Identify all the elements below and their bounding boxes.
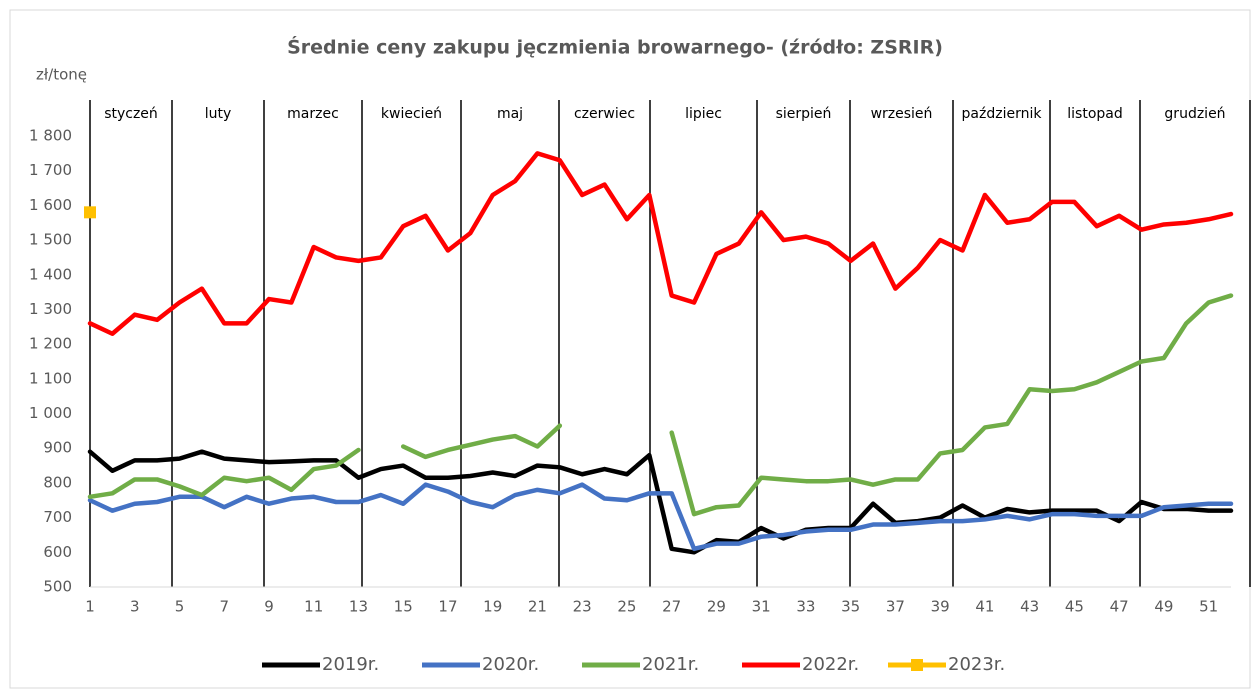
x-tick-label: 43 [1020, 598, 1039, 616]
y-tick-label: 1 600 [29, 196, 72, 214]
legend-label: 2022r. [802, 654, 859, 675]
x-tick-label: 29 [707, 598, 726, 616]
y-tick-label: 1 400 [29, 265, 72, 283]
series-line [87, 151, 1234, 336]
x-tick-label: 39 [931, 598, 950, 616]
x-tick-label: 13 [349, 598, 368, 616]
x-tick-label: 1 [85, 598, 95, 616]
chart-title: Średnie ceny zakupu jęczmienia browarneg… [287, 35, 943, 59]
x-tick-label: 5 [175, 598, 185, 616]
x-tick-label: 35 [841, 598, 860, 616]
x-tick-label: 51 [1199, 598, 1218, 616]
x-tick-label: 23 [573, 598, 592, 616]
y-tick-label: 1 100 [29, 369, 72, 387]
month-label: grudzień [1164, 106, 1225, 122]
y-tick-label: 600 [43, 543, 72, 561]
legend-marker [911, 659, 923, 671]
legend-label: 2020r. [482, 654, 539, 675]
y-tick-label: 1 500 [29, 231, 72, 249]
x-tick-label: 33 [796, 598, 815, 616]
month-label: maj [497, 106, 523, 122]
legend-label: 2019r. [322, 654, 379, 675]
x-tick-label: 21 [528, 598, 547, 616]
series-line [87, 482, 1234, 552]
month-label: luty [205, 106, 232, 122]
x-tick-label: 49 [1154, 598, 1173, 616]
y-tick-label: 1 700 [29, 161, 72, 179]
month-label: kwiecień [381, 106, 442, 122]
series-line [87, 449, 1234, 555]
month-label: styczeń [104, 106, 158, 122]
month-label: marzec [287, 106, 339, 122]
y-tick-label: 700 [43, 508, 72, 526]
x-tick-label: 41 [975, 598, 994, 616]
series-line [87, 293, 1234, 517]
y-tick-label: 1 800 [29, 127, 72, 145]
month-label: wrzesień [871, 106, 933, 122]
y-tick-label: 500 [43, 578, 72, 596]
y-tick-label: 1 300 [29, 300, 72, 318]
x-tick-label: 37 [886, 598, 905, 616]
y-tick-label: 1 200 [29, 335, 72, 353]
x-tick-label: 25 [617, 598, 636, 616]
x-tick-label: 17 [438, 598, 457, 616]
month-label: październik [962, 106, 1043, 122]
x-tick-label: 11 [304, 598, 323, 616]
month-label: czerwiec [574, 106, 635, 122]
x-tick-label: 45 [1065, 598, 1084, 616]
x-tick-label: 27 [662, 598, 681, 616]
y-axis-label: zł/tonę [36, 66, 87, 84]
x-tick-label: 19 [483, 598, 502, 616]
month-label: sierpień [776, 106, 832, 122]
x-tick-label: 3 [130, 598, 140, 616]
x-tick-label: 9 [264, 598, 274, 616]
x-tick-label: 7 [219, 598, 229, 616]
month-label: lipiec [685, 106, 722, 122]
y-tick-label: 900 [43, 439, 72, 457]
y-tick-label: 1 000 [29, 404, 72, 422]
x-tick-label: 31 [752, 598, 771, 616]
x-tick-label: 47 [1110, 598, 1129, 616]
y-tick-label: 800 [43, 473, 72, 491]
month-label: listopad [1067, 106, 1122, 122]
legend-label: 2021r. [642, 654, 699, 675]
point-marker [84, 206, 96, 219]
x-tick-label: 15 [394, 598, 413, 616]
legend-label: 2023r. [948, 654, 1005, 675]
